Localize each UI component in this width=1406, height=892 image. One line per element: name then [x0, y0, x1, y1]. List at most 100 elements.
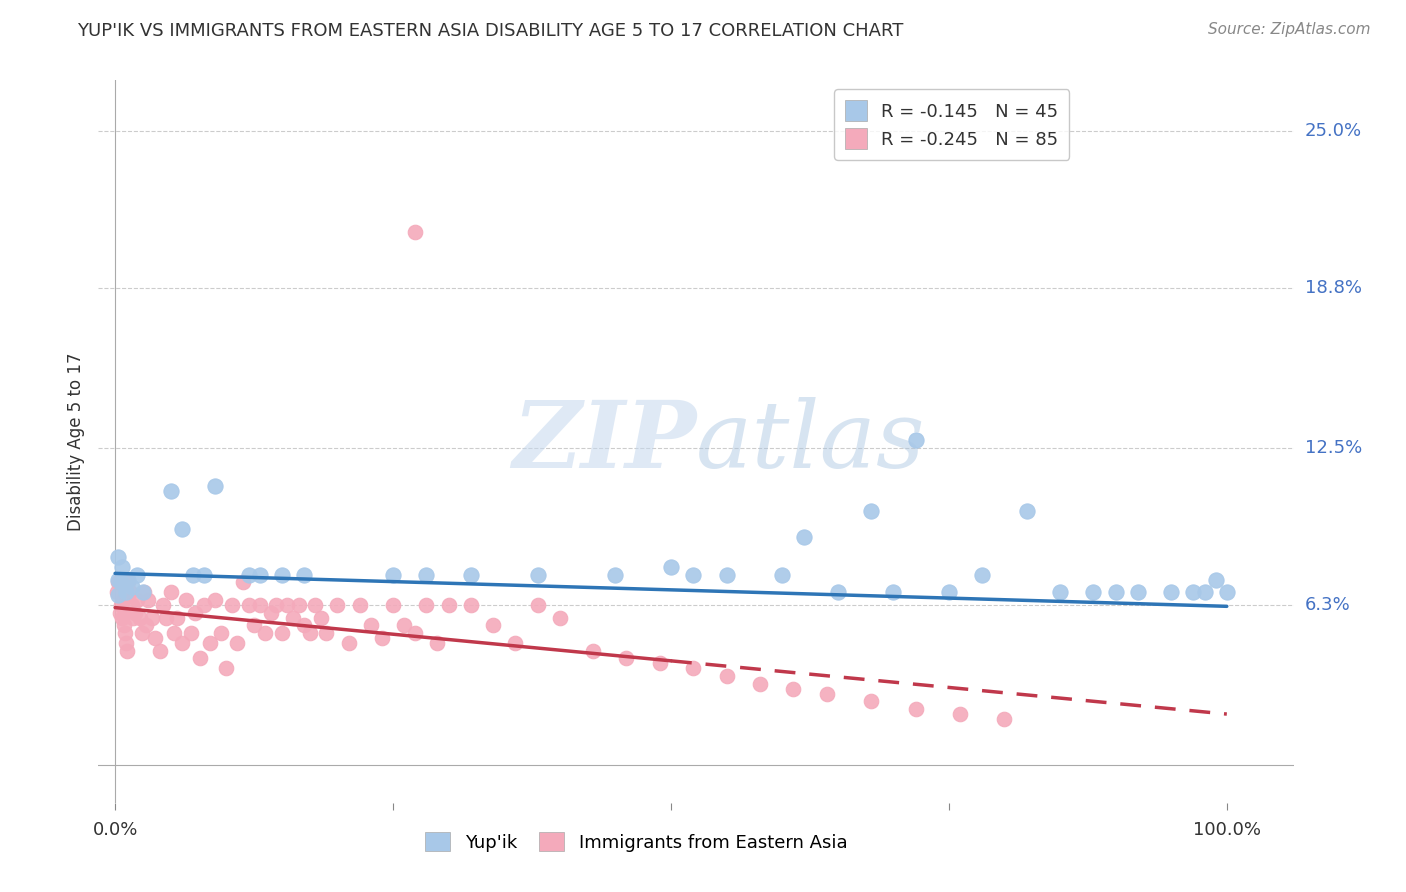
Point: [270, 567, 292, 582]
Point: [298, 626, 321, 640]
Point: [118, 585, 141, 599]
Point: [349, 598, 371, 612]
Point: [117, 575, 139, 590]
Point: [249, 598, 271, 612]
Point: [131, 626, 153, 640]
Point: [152, 598, 174, 612]
Point: [526, 598, 548, 612]
Point: [135, 618, 157, 632]
Text: YUP'IK VS IMMIGRANTS FROM EASTERN ASIA DISABILITY AGE 5 TO 17 CORRELATION CHART: YUP'IK VS IMMIGRANTS FROM EASTERN ASIA D…: [77, 22, 904, 40]
Point: [392, 618, 415, 632]
Point: [548, 611, 571, 625]
Point: [170, 636, 193, 650]
Point: [198, 636, 221, 650]
Point: [304, 598, 326, 612]
Point: [232, 575, 254, 590]
Point: [111, 560, 134, 574]
Point: [404, 226, 426, 240]
Point: [904, 434, 927, 448]
Point: [243, 618, 266, 632]
Point: [107, 588, 129, 602]
Point: [337, 636, 360, 650]
Point: [166, 611, 188, 625]
Point: [404, 626, 426, 640]
Point: [371, 631, 394, 645]
Point: [238, 567, 260, 582]
Text: atlas: atlas: [696, 397, 925, 486]
Point: [121, 598, 143, 612]
Point: [270, 626, 292, 640]
Point: [860, 694, 883, 708]
Point: [482, 618, 505, 632]
Point: [360, 618, 382, 632]
Point: [938, 585, 960, 599]
Point: [115, 636, 138, 650]
Point: [616, 651, 638, 665]
Point: [112, 618, 135, 632]
Point: [193, 598, 215, 612]
Text: 25.0%: 25.0%: [1305, 122, 1362, 140]
Point: [1104, 585, 1126, 599]
Point: [188, 651, 211, 665]
Point: [993, 712, 1015, 726]
Point: [132, 585, 155, 599]
Point: [127, 593, 149, 607]
Point: [170, 522, 193, 536]
Point: [276, 598, 298, 612]
Point: [326, 598, 349, 612]
Point: [582, 643, 605, 657]
Point: [382, 598, 405, 612]
Point: [105, 585, 128, 599]
Point: [1083, 585, 1105, 599]
Point: [117, 573, 139, 587]
Point: [827, 585, 849, 599]
Point: [141, 611, 163, 625]
Point: [132, 585, 155, 599]
Point: [107, 573, 129, 587]
Point: [526, 567, 548, 582]
Legend: Yup'ik, Immigrants from Eastern Asia: Yup'ik, Immigrants from Eastern Asia: [418, 825, 855, 859]
Text: 18.8%: 18.8%: [1305, 279, 1361, 297]
Point: [124, 606, 146, 620]
Point: [460, 598, 482, 612]
Point: [659, 560, 682, 574]
Point: [460, 567, 482, 582]
Point: [1216, 585, 1239, 599]
Point: [193, 567, 215, 582]
Point: [682, 567, 704, 582]
Point: [174, 593, 197, 607]
Point: [111, 611, 134, 625]
Point: [128, 611, 150, 625]
Text: ZIP: ZIP: [512, 397, 696, 486]
Point: [882, 585, 904, 599]
Point: [249, 567, 271, 582]
Text: 12.5%: 12.5%: [1305, 439, 1362, 457]
Point: [815, 687, 838, 701]
Y-axis label: Disability Age 5 to 17: Disability Age 5 to 17: [66, 352, 84, 531]
Point: [127, 567, 149, 582]
Point: [770, 567, 793, 582]
Point: [1194, 585, 1216, 599]
Point: [107, 575, 129, 590]
Point: [114, 626, 136, 640]
Point: [107, 549, 129, 564]
Point: [226, 636, 249, 650]
Point: [204, 479, 226, 493]
Point: [949, 707, 972, 722]
Point: [437, 598, 460, 612]
Point: [292, 618, 315, 632]
Point: [292, 567, 315, 582]
Point: [648, 657, 671, 671]
Point: [254, 626, 277, 640]
Point: [260, 606, 283, 620]
Point: [1182, 585, 1205, 599]
Point: [1126, 585, 1149, 599]
Point: [1160, 585, 1182, 599]
Point: [1015, 504, 1038, 518]
Point: [155, 611, 177, 625]
Text: 100.0%: 100.0%: [1192, 821, 1261, 838]
Point: [281, 611, 304, 625]
Point: [309, 611, 332, 625]
Text: 6.3%: 6.3%: [1305, 596, 1350, 614]
Point: [904, 702, 927, 716]
